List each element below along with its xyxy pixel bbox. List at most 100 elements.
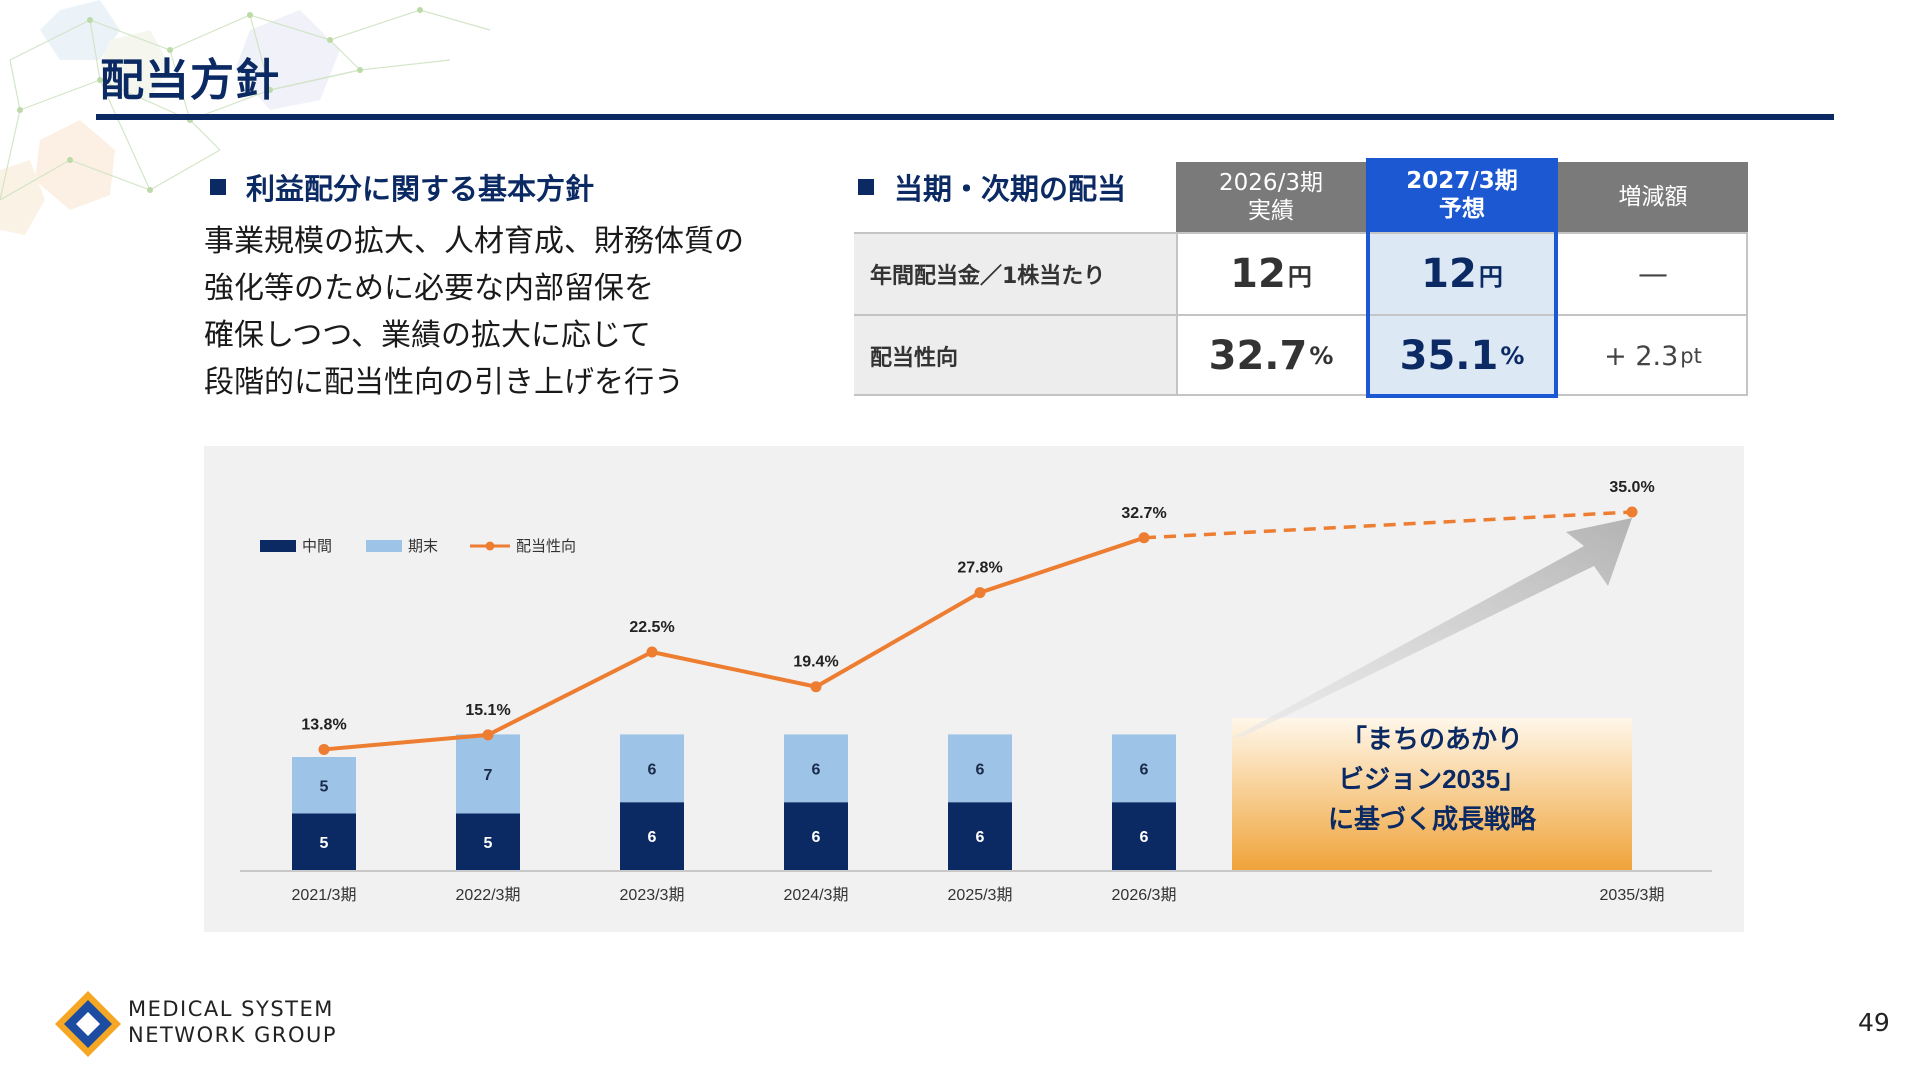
row-label-annual-dividend: 年間配当金／1株当たり: [854, 234, 1176, 314]
row-label-payout-ratio: 配当性向: [854, 316, 1176, 396]
page-number: 49: [1858, 1008, 1890, 1037]
dividend-table: 2026/3期 実績 2027/3期 予想 増減額 年間配当金／1株当たり 12…: [854, 158, 1748, 398]
bar-year-end: [292, 757, 356, 814]
payout-ratio-forecast: 35.1%: [1366, 316, 1558, 396]
bar-interim: [784, 802, 848, 870]
bar-year-end-label: 6: [648, 761, 657, 778]
payout-ratio-label: 15.1%: [465, 702, 510, 719]
column-header-actual: 2026/3期 実績: [1176, 162, 1366, 232]
payout-ratio-line: [323, 535, 1145, 752]
payout-ratio-point: [1138, 532, 1150, 544]
annual-dividend-change-value: —: [1638, 256, 1668, 292]
payout-ratio-actual-unit: %: [1309, 342, 1334, 370]
title-underline: [96, 114, 1834, 120]
page-title: 配当方針: [100, 55, 280, 106]
square-bullet-icon: [858, 179, 874, 195]
x-axis-tick-label: 2021/3期: [292, 886, 357, 904]
vision-annotation-line: ビジョン2035」: [1338, 764, 1526, 794]
growth-arrow-icon: [1232, 518, 1632, 738]
column-header-change: 増減額: [1558, 162, 1748, 232]
policy-line: 段階的に配当性向の引き上げを行う: [204, 365, 684, 400]
legend-swatch-interim: [260, 540, 296, 552]
payout-ratio-label: 35.0%: [1609, 479, 1654, 496]
bar-year-end: [1112, 734, 1176, 803]
payout-ratio-point: [646, 646, 658, 658]
bar-year-end-label: 7: [484, 767, 493, 784]
dividend-table-heading: 当期・次期の配当: [858, 166, 1126, 208]
table-rule: [854, 394, 1748, 396]
bar-interim: [620, 802, 684, 870]
bar-year-end-label: 6: [812, 761, 821, 778]
column-header-actual-kind: 実績: [1248, 198, 1294, 224]
dividend-table-heading-text: 当期・次期の配当: [894, 172, 1127, 206]
payout-ratio-forecast-line: [1143, 510, 1633, 540]
payout-ratio-label: 19.4%: [793, 654, 838, 671]
bar-interim-label: 6: [648, 829, 657, 846]
x-axis-tick-label: 2035/3期: [1600, 886, 1665, 904]
x-axis-tick-label: 2026/3期: [1112, 886, 1177, 904]
bar-interim-label: 6: [976, 829, 985, 846]
payout-ratio-forecast-unit: %: [1500, 342, 1525, 370]
payout-ratio-forecast-value: 35.1: [1399, 333, 1499, 379]
annual-dividend-actual-unit: 円: [1287, 262, 1312, 291]
table-rule: [1746, 232, 1748, 396]
bar-year-end-label: 6: [1140, 761, 1149, 778]
bar-year-end: [948, 734, 1012, 803]
payout-ratio-label: 13.8%: [301, 716, 346, 733]
x-axis-tick-label: 2025/3期: [948, 886, 1013, 904]
annual-dividend-actual-value: 12: [1230, 251, 1286, 297]
policy-line: 強化等のために必要な内部留保を: [204, 271, 654, 306]
legend-label-interim: 中間: [302, 538, 332, 555]
payout-ratio-change-value: + 2.3: [1604, 340, 1679, 372]
legend-label-year-end: 期末: [408, 538, 438, 555]
table-rule: [854, 232, 1748, 234]
payout-ratio-change: + 2.3 pt: [1558, 316, 1748, 396]
annual-dividend-change: —: [1558, 234, 1748, 314]
square-bullet-icon: [210, 179, 226, 195]
annual-dividend-forecast-unit: 円: [1478, 262, 1503, 291]
x-axis-tick-label: 2022/3期: [456, 886, 521, 904]
company-name: MEDICAL SYSTEM NETWORK GROUP: [128, 996, 337, 1048]
payout-ratio-label: 27.8%: [957, 560, 1002, 577]
payout-ratio-actual: 32.7%: [1176, 316, 1366, 396]
column-header-change-text: 増減額: [1618, 184, 1688, 210]
company-name-line: NETWORK GROUP: [128, 1023, 338, 1047]
column-header-actual-period: 2026/3期: [1219, 170, 1323, 196]
decorative-network-pattern: [0, 0, 491, 235]
legend-label-payout-ratio: 配当性向: [516, 538, 576, 555]
payout-ratio-label: 32.7%: [1121, 505, 1166, 522]
bar-interim: [456, 813, 520, 870]
company-logo-icon: [55, 991, 121, 1057]
payout-ratio-point: [482, 729, 494, 741]
payout-ratio-actual-value: 32.7: [1208, 333, 1308, 379]
x-axis-tick-label: 2023/3期: [620, 886, 685, 904]
payout-ratio-point: [810, 681, 822, 693]
annual-dividend-actual: 12 円: [1176, 234, 1366, 314]
payout-ratio-label: 22.5%: [629, 619, 674, 636]
x-axis-tick-label: 2024/3期: [784, 886, 849, 904]
bar-year-end: [456, 734, 520, 814]
annual-dividend-forecast: 12 円: [1366, 234, 1558, 314]
bar-year-end-label: 5: [320, 778, 329, 795]
policy-heading-text: 利益配分に関する基本方針: [246, 172, 595, 206]
legend-swatch-year-end: [366, 540, 402, 552]
bar-year-end-label: 6: [976, 761, 985, 778]
bar-interim-label: 5: [484, 835, 493, 852]
table-rule: [1176, 232, 1178, 396]
column-header-forecast-period: 2027/3期: [1406, 168, 1518, 194]
bar-interim-label: 5: [320, 835, 329, 852]
company-name-line: MEDICAL SYSTEM: [128, 997, 334, 1021]
vision-highlight-box: [1232, 718, 1632, 870]
bar-interim: [292, 813, 356, 870]
payout-ratio-point: [1626, 506, 1638, 518]
vision-annotation-line: 「まちのあかり: [1341, 724, 1523, 754]
annual-dividend-forecast-value: 12: [1421, 251, 1477, 297]
bar-interim-label: 6: [812, 829, 821, 846]
payout-ratio-point: [974, 587, 986, 599]
legend-marker-payout-ratio: [485, 541, 495, 551]
column-header-forecast: 2027/3期 予想: [1366, 158, 1558, 232]
policy-line: 事業規模の拡大、人材育成、財務体質の: [204, 224, 744, 259]
table-rule: [854, 314, 1748, 316]
column-header-forecast-kind: 予想: [1439, 196, 1485, 222]
